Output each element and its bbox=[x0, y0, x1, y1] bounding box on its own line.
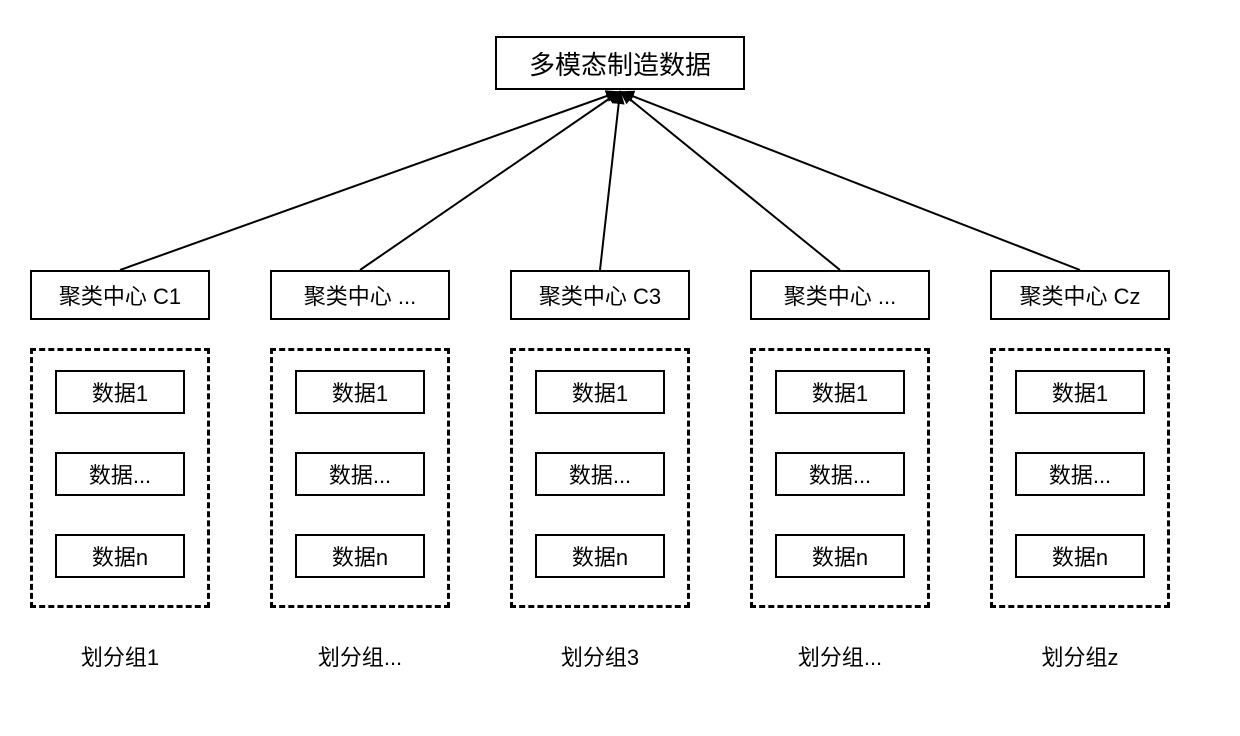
data-node: 数据n bbox=[775, 534, 905, 578]
data-label: 数据... bbox=[329, 458, 391, 490]
cluster-node: 聚类中心 C3 bbox=[510, 270, 690, 320]
data-label: 数据n bbox=[92, 540, 148, 572]
cluster-label: 聚类中心 Cz bbox=[1019, 279, 1140, 311]
cluster-label: 聚类中心 ... bbox=[784, 279, 896, 311]
data-label: 数据1 bbox=[1052, 376, 1108, 408]
cluster-label: 聚类中心 ... bbox=[304, 279, 416, 311]
data-node: 数据... bbox=[295, 452, 425, 496]
data-node: 数据1 bbox=[1015, 370, 1145, 414]
data-label: 数据n bbox=[572, 540, 628, 572]
root-label: 多模态制造数据 bbox=[529, 45, 711, 82]
data-node: 数据n bbox=[535, 534, 665, 578]
data-label: 数据... bbox=[1049, 458, 1111, 490]
group-caption-text: 划分组... bbox=[798, 645, 882, 670]
data-node: 数据1 bbox=[535, 370, 665, 414]
data-label: 数据1 bbox=[332, 376, 388, 408]
group-caption: 划分组3 bbox=[510, 640, 690, 672]
data-node: 数据... bbox=[1015, 452, 1145, 496]
data-node: 数据1 bbox=[775, 370, 905, 414]
data-label: 数据n bbox=[1052, 540, 1108, 572]
cluster-node: 聚类中心 C1 bbox=[30, 270, 210, 320]
data-node: 数据n bbox=[1015, 534, 1145, 578]
group-caption-text: 划分组... bbox=[318, 645, 402, 670]
data-label: 数据1 bbox=[92, 376, 148, 408]
cluster-node: 聚类中心 ... bbox=[750, 270, 930, 320]
group-caption-text: 划分组z bbox=[1041, 645, 1118, 670]
data-node: 数据1 bbox=[55, 370, 185, 414]
data-label: 数据1 bbox=[812, 376, 868, 408]
data-node: 数据n bbox=[295, 534, 425, 578]
cluster-node: 聚类中心 Cz bbox=[990, 270, 1170, 320]
group-caption-text: 划分组1 bbox=[81, 645, 159, 670]
group-caption: 划分组... bbox=[750, 640, 930, 672]
data-label: 数据n bbox=[812, 540, 868, 572]
root-node: 多模态制造数据 bbox=[495, 36, 745, 90]
data-node: 数据... bbox=[775, 452, 905, 496]
cluster-label: 聚类中心 C3 bbox=[539, 279, 661, 311]
data-node: 数据n bbox=[55, 534, 185, 578]
data-label: 数据1 bbox=[572, 376, 628, 408]
cluster-node: 聚类中心 ... bbox=[270, 270, 450, 320]
data-label: 数据... bbox=[569, 458, 631, 490]
data-label: 数据... bbox=[89, 458, 151, 490]
data-node: 数据... bbox=[535, 452, 665, 496]
data-label: 数据... bbox=[809, 458, 871, 490]
group-caption: 划分组1 bbox=[30, 640, 210, 672]
cluster-label: 聚类中心 C1 bbox=[59, 279, 181, 311]
group-caption-text: 划分组3 bbox=[561, 645, 639, 670]
group-caption: 划分组z bbox=[990, 640, 1170, 672]
data-label: 数据n bbox=[332, 540, 388, 572]
group-caption: 划分组... bbox=[270, 640, 450, 672]
data-node: 数据1 bbox=[295, 370, 425, 414]
data-node: 数据... bbox=[55, 452, 185, 496]
